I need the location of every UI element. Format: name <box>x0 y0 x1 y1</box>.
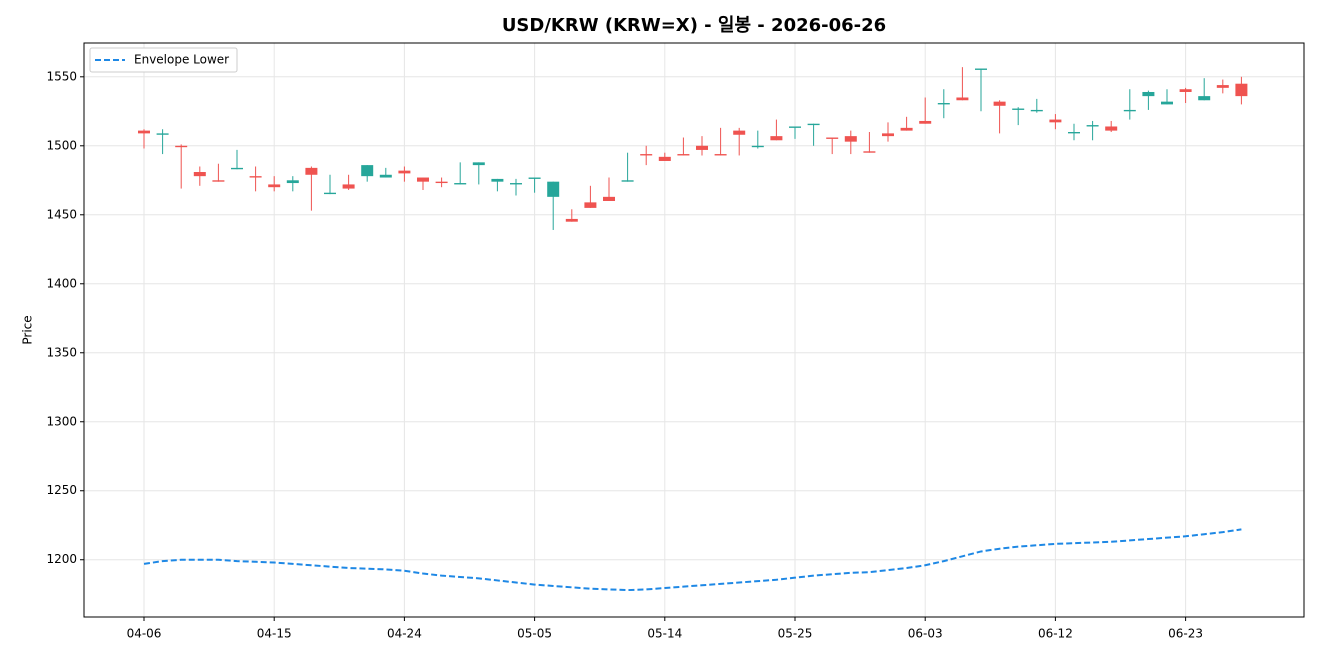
candle-body <box>491 178 504 182</box>
y-tick-label: 1450 <box>46 207 77 221</box>
candle-body <box>937 103 950 105</box>
candle-body <box>733 130 746 135</box>
candle-body <box>770 136 783 141</box>
candle-body <box>956 97 969 101</box>
x-tick-label: 06-23 <box>1168 627 1203 641</box>
candle-body <box>882 133 894 137</box>
y-tick-label: 1500 <box>46 138 77 152</box>
candle-body <box>1086 125 1099 127</box>
candle-body <box>472 162 485 166</box>
candle-body <box>863 151 876 153</box>
x-tick-label: 04-06 <box>127 627 162 641</box>
candle-body <box>435 181 448 184</box>
candle-body <box>1161 101 1173 105</box>
y-tick-label: 1300 <box>46 414 77 428</box>
candle-body <box>528 177 541 179</box>
candle-body <box>138 130 150 134</box>
candle-body <box>1068 131 1080 134</box>
candle-body <box>324 192 336 195</box>
x-tick-label: 06-03 <box>908 627 943 641</box>
candle-body <box>826 137 839 139</box>
candle-body <box>361 165 374 177</box>
candle-body <box>807 123 820 126</box>
candle-body <box>1142 91 1155 97</box>
candle-body <box>1216 85 1229 88</box>
candle-body <box>1030 109 1043 112</box>
candle-body <box>342 184 355 189</box>
candle-body <box>510 183 522 185</box>
candle-body <box>584 202 597 208</box>
candle-body <box>565 218 578 222</box>
candle-body <box>1049 119 1062 123</box>
y-axis-label: Price <box>21 315 35 344</box>
candle-body <box>231 167 243 170</box>
legend-box <box>89 47 238 73</box>
legend-label: Envelope Lower <box>134 53 229 67</box>
x-tick-label: 04-24 <box>387 627 422 641</box>
candle-body <box>193 172 206 177</box>
candle-body <box>454 183 467 185</box>
candle-body <box>714 154 727 156</box>
candle-body <box>993 101 1006 106</box>
y-tick-label: 1200 <box>46 552 77 566</box>
candle-body <box>305 167 318 175</box>
candle-body <box>900 127 913 131</box>
candle-body <box>286 180 299 184</box>
candle-body <box>919 120 932 124</box>
candle-body <box>751 145 764 148</box>
candle-body <box>696 145 708 150</box>
candle-body <box>1105 126 1118 131</box>
x-tick-label: 05-05 <box>517 627 552 641</box>
candle-body <box>547 181 560 197</box>
x-tick-label: 05-25 <box>778 627 813 641</box>
y-tick-label: 1550 <box>46 69 77 83</box>
candle-body <box>658 156 671 161</box>
candle-body <box>417 177 429 182</box>
candle-body <box>379 174 392 178</box>
y-tick-label: 1250 <box>46 483 77 497</box>
candle-body <box>1012 108 1025 110</box>
candle-body <box>156 133 169 135</box>
x-tick-label: 06-12 <box>1038 627 1073 641</box>
candle-body <box>1235 83 1248 97</box>
candle-body <box>398 170 411 174</box>
candle-body <box>249 176 262 178</box>
y-tick-label: 1350 <box>46 345 77 359</box>
candle-body <box>640 154 653 156</box>
candle-body <box>175 145 188 148</box>
candle-body <box>1198 96 1211 101</box>
x-tick-label: 04-15 <box>257 627 292 641</box>
plot-frame <box>83 42 1305 618</box>
candle-body <box>1123 109 1136 112</box>
candle-body <box>844 136 857 142</box>
y-tick-label: 1400 <box>46 276 77 290</box>
candle-body <box>677 154 690 156</box>
chart-title: USD/KRW (KRW=X) - 일봉 - 2026-06-26 <box>502 15 886 36</box>
candle-body <box>975 68 987 70</box>
candle-body <box>621 180 634 182</box>
line <box>143 528 1242 592</box>
candle-body <box>212 180 225 182</box>
candle-body <box>1179 89 1192 92</box>
candle-body <box>603 196 615 201</box>
candle-body <box>789 126 801 128</box>
x-tick-label: 05-14 <box>647 627 682 641</box>
candle-body <box>268 184 281 188</box>
